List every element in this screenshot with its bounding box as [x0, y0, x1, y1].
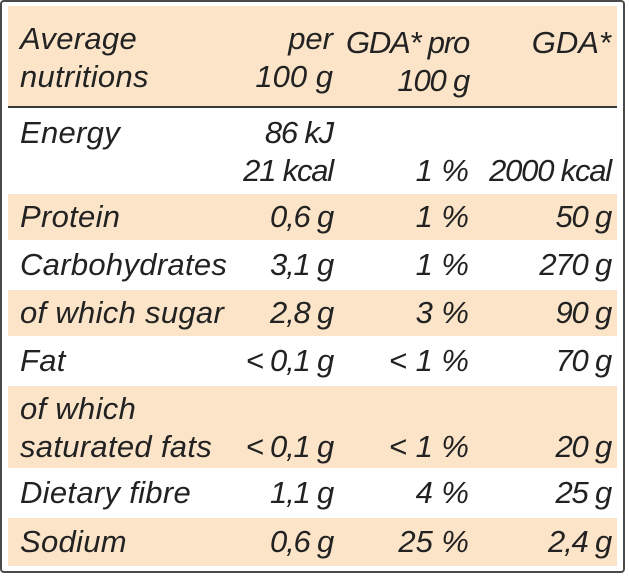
nutrient-name: Dietary fibre: [20, 475, 192, 510]
gda-percent-value: 1 %: [415, 153, 469, 188]
nutrient-name: of which saturated fats: [20, 390, 212, 466]
header-line: GDA*: [531, 25, 611, 60]
table-row-sugar: of which sugar 2,8 g 3 % 90 g: [8, 290, 617, 338]
nutrient-name: Carbohydrates: [20, 247, 228, 282]
gda-percent-value: < 1 %: [388, 343, 469, 378]
gda-percent-value: 4 %: [415, 475, 469, 510]
per-100g-value: 3,1 g: [270, 247, 334, 282]
gda-value: 90 g: [555, 295, 612, 330]
gda-percent-value: 1 %: [415, 199, 469, 234]
table-row-sodium: Sodium 0,6 g 25 % 2,4 g: [8, 518, 617, 566]
per-100g-value: < 0,1 g: [245, 343, 334, 378]
header-line: per: [288, 21, 333, 56]
header-line: 100 g: [397, 63, 470, 98]
table-row-dietary-fibre: Dietary fibre 1,1 g 4 % 25 g: [8, 470, 617, 518]
table-row-carbohydrates: Carbohydrates 3,1 g 1 % 270 g: [8, 242, 617, 290]
nutrient-name: Fat: [20, 343, 66, 378]
nutrient-name: Sodium: [20, 524, 127, 559]
table-row-fat: Fat < 0,1 g < 1 % 70 g: [8, 338, 617, 386]
gda-value: 50 g: [555, 199, 612, 234]
per-100g-value: 2,8 g: [270, 295, 334, 330]
gda-value: 70 g: [555, 343, 612, 378]
header-line: Average: [20, 21, 138, 56]
gda-percent-value: 3 %: [415, 295, 469, 330]
name-line: saturated fats: [20, 429, 213, 464]
gda-percent-value: 25 %: [398, 524, 469, 559]
header-average-nutritions: Average nutritions: [20, 20, 149, 96]
header-gda-pro-100g: GDA* pro 100 g: [345, 24, 470, 100]
per-100g-value: < 0,1 g: [245, 429, 334, 464]
gda-value: 25 g: [555, 475, 612, 510]
name-line: of which: [20, 391, 137, 426]
per-100g-value: 86 kJ 21 kcal: [243, 114, 334, 190]
header-row: Average nutritions per 100 g GDA* pro 100 g…: [8, 6, 617, 108]
header-per-100g: per 100 g: [255, 20, 333, 96]
nutrient-name: Protein: [20, 199, 121, 234]
per-100g-value: 0,6 g: [270, 199, 334, 234]
header-line: GDA* pro: [345, 25, 470, 60]
gda-percent-value: < 1 %: [388, 429, 469, 464]
header-gda: GDA*: [532, 24, 611, 62]
value-line: 21 kcal: [243, 153, 334, 188]
nutrient-name: of which sugar: [20, 295, 225, 330]
table-row-energy: Energy 86 kJ 21 kcal 1 % 2000 kcal: [8, 108, 617, 194]
value-line: 86 kJ: [264, 115, 334, 150]
gda-value: 2000 kcal: [489, 153, 612, 188]
table-row-saturated-fats: of which saturated fats < 0,1 g < 1 % 20 …: [8, 386, 617, 470]
nutrient-name: Energy: [20, 115, 121, 150]
gda-value: 20 g: [555, 429, 612, 464]
per-100g-value: 1,1 g: [270, 475, 334, 510]
table-row-protein: Protein 0,6 g 1 % 50 g: [8, 194, 617, 242]
gda-value: 270 g: [539, 247, 612, 282]
per-100g-value: 0,6 g: [270, 524, 334, 559]
header-line: nutritions: [20, 59, 149, 94]
header-line: 100 g: [255, 59, 333, 94]
gda-percent-value: 1 %: [415, 247, 469, 282]
gda-value: 2,4 g: [548, 524, 612, 559]
